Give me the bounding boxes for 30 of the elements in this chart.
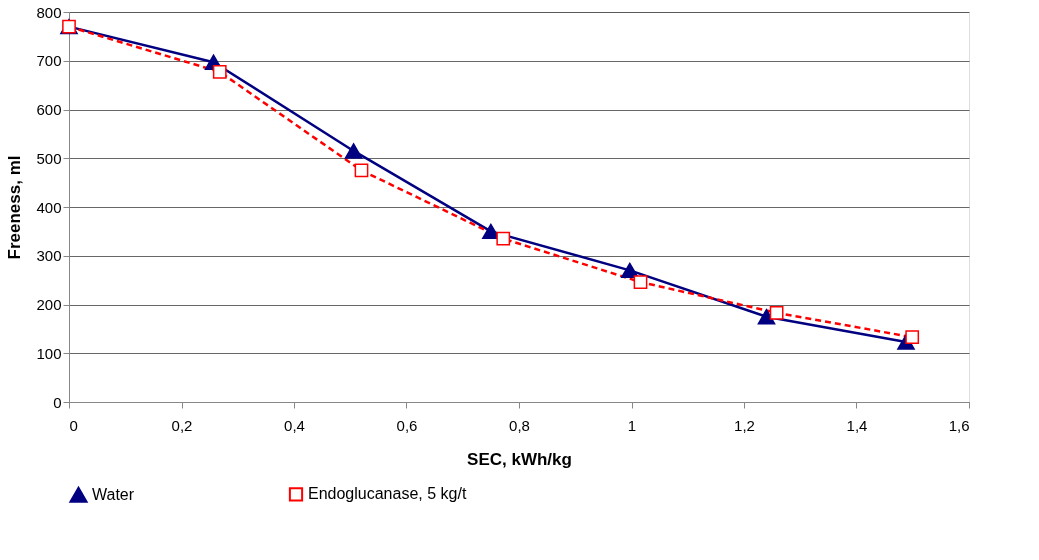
y-tick-label: 800	[36, 3, 62, 21]
point	[633, 275, 648, 289]
legend-label: Endoglucanase, 5 kg/t	[308, 485, 467, 503]
x-tick-label: 1,2	[734, 416, 755, 434]
y-tick-label: 600	[36, 101, 62, 118]
y-tick-label: 200	[36, 296, 62, 313]
x-tick-label: 0	[69, 416, 78, 434]
x-tick-label: 0,4	[284, 416, 305, 434]
x-tick-label: 0,6	[396, 416, 418, 434]
point	[621, 262, 639, 279]
point	[344, 143, 363, 159]
x-tick-label: 0,2	[171, 416, 193, 434]
point	[757, 308, 776, 325]
x-tick-label: 0,8	[509, 416, 530, 434]
y-tick-label: 100	[36, 344, 62, 362]
x-tick-label: 1	[627, 416, 637, 434]
x-tick-label: 1,6	[948, 416, 970, 434]
y-tick-label: 0	[53, 393, 62, 411]
point	[354, 163, 369, 178]
y-tick-label: 700	[36, 52, 62, 70]
legend-label: Water	[92, 485, 135, 503]
y-tick-label: 400	[36, 198, 62, 216]
y-tick-label: 500	[36, 149, 62, 167]
point	[496, 231, 511, 246]
y-tick-label: 300	[36, 247, 62, 265]
y-axis-title: Freeness, ml	[5, 155, 25, 260]
x-tick-label: 1,4	[846, 416, 868, 434]
x-axis-title: SEC, kWh/kg	[467, 449, 572, 469]
point	[769, 305, 784, 320]
point	[212, 65, 227, 79]
